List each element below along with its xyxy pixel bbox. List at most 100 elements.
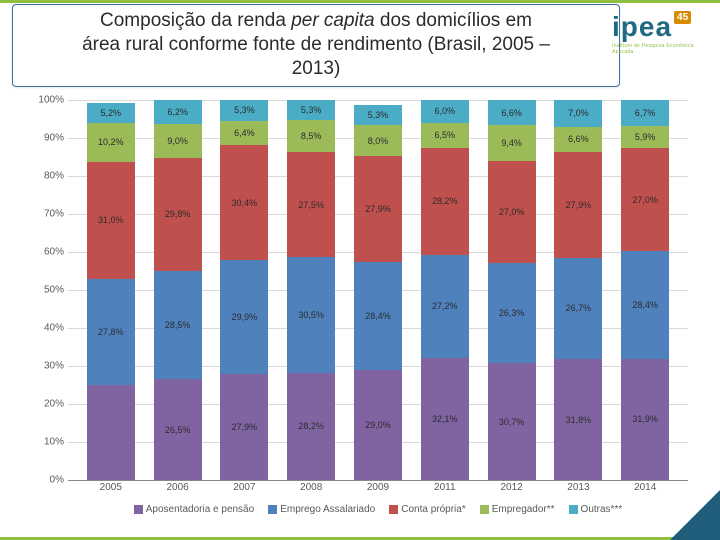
title-box: Composição da renda per capita dos domic…	[12, 4, 620, 87]
bar: 27,9%29,9%30,4%6,4%5,3%	[220, 100, 268, 480]
title-part: Composição da renda	[100, 10, 291, 31]
bar-segment: 10,2%	[87, 123, 135, 162]
bar-segment: 5,2%	[87, 103, 135, 123]
chart: 0%10%20%30%40%50%60%70%80%90%100% 27,8%3…	[20, 90, 700, 520]
bar-segment	[87, 385, 135, 480]
bar-segment: 31,9%	[621, 359, 669, 480]
bar-segment: 28,4%	[354, 262, 402, 370]
data-label: 27,5%	[298, 200, 324, 210]
slide: Composição da renda per capita dos domic…	[0, 0, 720, 540]
title-part: 2013)	[292, 58, 341, 79]
bar: 27,8% 31,0%10,2% 5,2%	[87, 100, 135, 480]
bar-segment: 8,5%	[287, 120, 335, 152]
data-label: 5,3%	[234, 105, 255, 115]
legend-swatch	[389, 505, 398, 514]
x-tick-label: 2007	[220, 482, 268, 493]
data-label: 27,2%	[432, 301, 458, 311]
bar-segment: 27,5%	[287, 152, 335, 257]
bar-segment: 30,4%	[220, 145, 268, 261]
data-label: 27,8%	[98, 327, 124, 337]
bar-segment: 7,0%	[554, 100, 602, 127]
bar-segment: 6,2%	[154, 100, 202, 124]
data-label: 28,4%	[632, 300, 658, 310]
bar-segment: 27,2%	[421, 255, 469, 358]
bar-segment: 6,0%	[421, 100, 469, 123]
y-tick-label: 80%	[20, 171, 64, 182]
legend-item: Aposentadoria e pensão	[134, 504, 254, 515]
data-label: 6,6%	[568, 134, 589, 144]
bar-segment: 29,0%	[354, 370, 402, 480]
bar-segment: 27,0%	[621, 148, 669, 251]
y-tick-label: 0%	[20, 475, 64, 486]
title-part: área rural conforme fonte de rendimento …	[82, 34, 550, 55]
data-label: 31,9%	[632, 414, 658, 424]
y-tick-label: 20%	[20, 399, 64, 410]
data-label: 27,0%	[632, 195, 658, 205]
x-tick-label: 2006	[154, 482, 202, 493]
y-tick-label: 60%	[20, 247, 64, 258]
data-label: 31,8%	[566, 415, 592, 425]
data-label: 9,0%	[167, 136, 188, 146]
title-part: dos domicílios em	[375, 10, 532, 31]
corner-decoration	[670, 490, 720, 540]
y-tick-label: 90%	[20, 133, 64, 144]
bar-segment: 28,2%	[421, 148, 469, 255]
bar-segment: 27,8%	[87, 279, 135, 385]
data-label: 27,0%	[499, 207, 525, 217]
data-label: 28,5%	[165, 320, 191, 330]
bar: 31,8% 26,7% 27,9% 6,6% 7,0%	[554, 100, 602, 480]
bar-segment: 31,8%	[554, 359, 602, 480]
ipea-logo: ipea45 Instituto de Pesquisa Econômica A…	[612, 8, 702, 58]
data-label: 27,9%	[365, 204, 391, 214]
x-tick-label: 2005	[87, 482, 135, 493]
bar-segment: 6,6%	[554, 127, 602, 152]
bar-segment: 5,3%	[220, 100, 268, 120]
data-label: 26,7%	[566, 303, 592, 313]
legend-swatch	[480, 505, 489, 514]
bar-segment: 6,6%	[488, 100, 536, 125]
bar-segment: 28,4%	[621, 251, 669, 359]
y-tick-label: 100%	[20, 95, 64, 106]
legend-item: Conta própria*	[389, 504, 465, 515]
data-label: 30,5%	[298, 310, 324, 320]
data-label: 6,7%	[635, 108, 656, 118]
legend-swatch	[569, 505, 578, 514]
title-italic: per capita	[291, 10, 374, 31]
legend-label: Aposentadoria e pensão	[146, 504, 254, 515]
data-label: 32,1%	[432, 414, 458, 424]
bar-segment: 29,8%	[154, 158, 202, 271]
bar-segment: 27,9%	[554, 152, 602, 258]
y-tick-label: 10%	[20, 437, 64, 448]
data-label: 6,4%	[234, 128, 255, 138]
data-label: 9,4%	[501, 138, 522, 148]
data-label: 8,5%	[301, 131, 322, 141]
legend: Aposentadoria e pensãoEmprego Assalariad…	[68, 504, 688, 515]
legend-label: Conta própria*	[401, 504, 465, 515]
bar-segment: 27,0%	[488, 161, 536, 264]
bar-segment: 30,5%	[287, 257, 335, 373]
bar-segment: 6,4%	[220, 121, 268, 145]
slide-title: Composição da renda per capita dos domic…	[21, 9, 611, 80]
data-label: 29,8%	[165, 209, 191, 219]
bar-segment: 5,3%	[287, 100, 335, 120]
bar-segment: 26,5%	[154, 379, 202, 480]
bar-segment: 27,9%	[354, 156, 402, 262]
bar-segment: 27,9%	[220, 374, 268, 480]
data-label: 5,9%	[635, 132, 656, 142]
bar: 30,7%26,3% 27,0% 9,4% 6,6%	[488, 100, 536, 480]
x-tick-label: 2012	[488, 482, 536, 493]
legend-label: Empregador**	[492, 504, 555, 515]
bar-segment: 32,1%	[421, 358, 469, 480]
plot-area: 27,8% 31,0%10,2% 5,2% 26,5% 28,5% 29,8% 9,0% 6,…	[68, 100, 688, 481]
bar-segment: 31,0%	[87, 162, 135, 280]
data-label: 6,2%	[167, 107, 188, 117]
bar-segment: 30,7%	[488, 363, 536, 480]
x-tick-label: 2009	[354, 482, 402, 493]
data-label: 8,0%	[368, 136, 389, 146]
data-label: 5,2%	[101, 108, 122, 118]
x-tick-label: 2011	[421, 482, 469, 493]
bar-segment: 26,3%	[488, 263, 536, 363]
y-tick-label: 30%	[20, 361, 64, 372]
logo-badge: 45	[674, 11, 691, 24]
data-label: 30,4%	[232, 198, 258, 208]
